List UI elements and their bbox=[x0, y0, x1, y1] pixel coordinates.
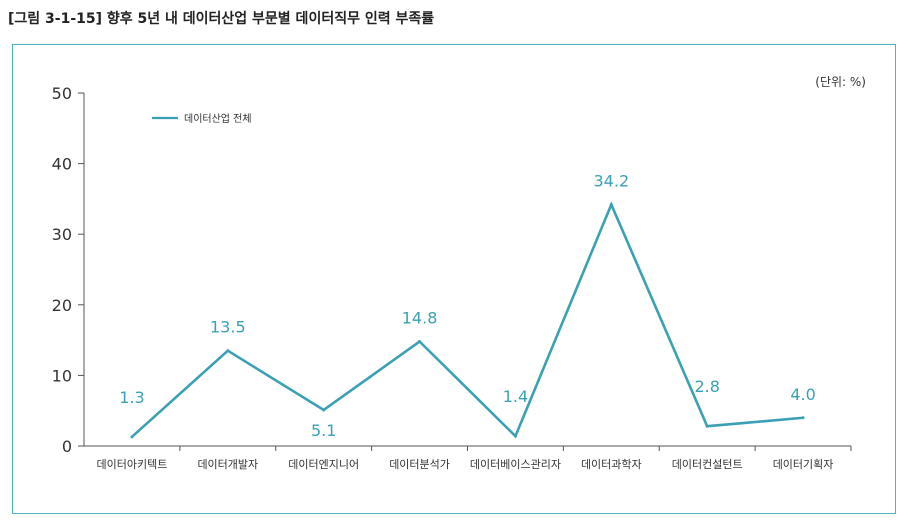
x-tick-label: 데이터분석가 bbox=[389, 458, 450, 471]
data-label: 13.5 bbox=[210, 318, 246, 337]
x-tick-label: 데이터개발자 bbox=[197, 458, 258, 471]
data-label: 1.3 bbox=[119, 388, 144, 407]
unit-label: (단위: %) bbox=[815, 75, 866, 89]
data-label: 1.4 bbox=[503, 387, 528, 406]
x-tick-label: 데이터과학자 bbox=[581, 458, 642, 471]
figure-title: [그림 3-1-15] 향후 5년 내 데이터산업 부문별 데이터직무 인력 부… bbox=[8, 11, 435, 27]
y-tick-label: 30 bbox=[52, 225, 72, 244]
y-tick-label: 0 bbox=[62, 437, 72, 456]
x-tick-label: 데이터베이스관리자 bbox=[470, 458, 561, 471]
data-label: 34.2 bbox=[594, 172, 630, 191]
x-tick-label: 데이터엔지니어 bbox=[288, 458, 359, 471]
chart-frame bbox=[12, 44, 896, 514]
data-point bbox=[418, 340, 422, 344]
legend-label: 데이터산업 전체 bbox=[184, 112, 252, 125]
series-line bbox=[131, 201, 804, 439]
data-point bbox=[513, 434, 517, 438]
y-tick-label: 10 bbox=[52, 366, 72, 385]
data-point bbox=[130, 435, 134, 439]
data-point bbox=[226, 349, 230, 353]
y-tick-label: 50 bbox=[52, 84, 72, 103]
data-label: 4.0 bbox=[790, 385, 815, 404]
data-point bbox=[322, 408, 326, 412]
data-point bbox=[801, 416, 805, 420]
data-label: 14.8 bbox=[402, 309, 438, 328]
data-label: 5.1 bbox=[311, 421, 336, 440]
data-point bbox=[609, 203, 613, 207]
legend: 데이터산업 전체 bbox=[152, 112, 252, 125]
y-tick-label: 20 bbox=[52, 296, 72, 315]
data-point bbox=[705, 424, 709, 428]
data-label: 2.8 bbox=[694, 377, 719, 396]
x-tick-label: 데이터아키텍트 bbox=[97, 458, 168, 471]
x-tick-label: 데이터컨설턴트 bbox=[672, 458, 743, 471]
y-tick-label: 40 bbox=[52, 155, 72, 174]
x-tick-label: 데이터기획자 bbox=[773, 458, 834, 471]
